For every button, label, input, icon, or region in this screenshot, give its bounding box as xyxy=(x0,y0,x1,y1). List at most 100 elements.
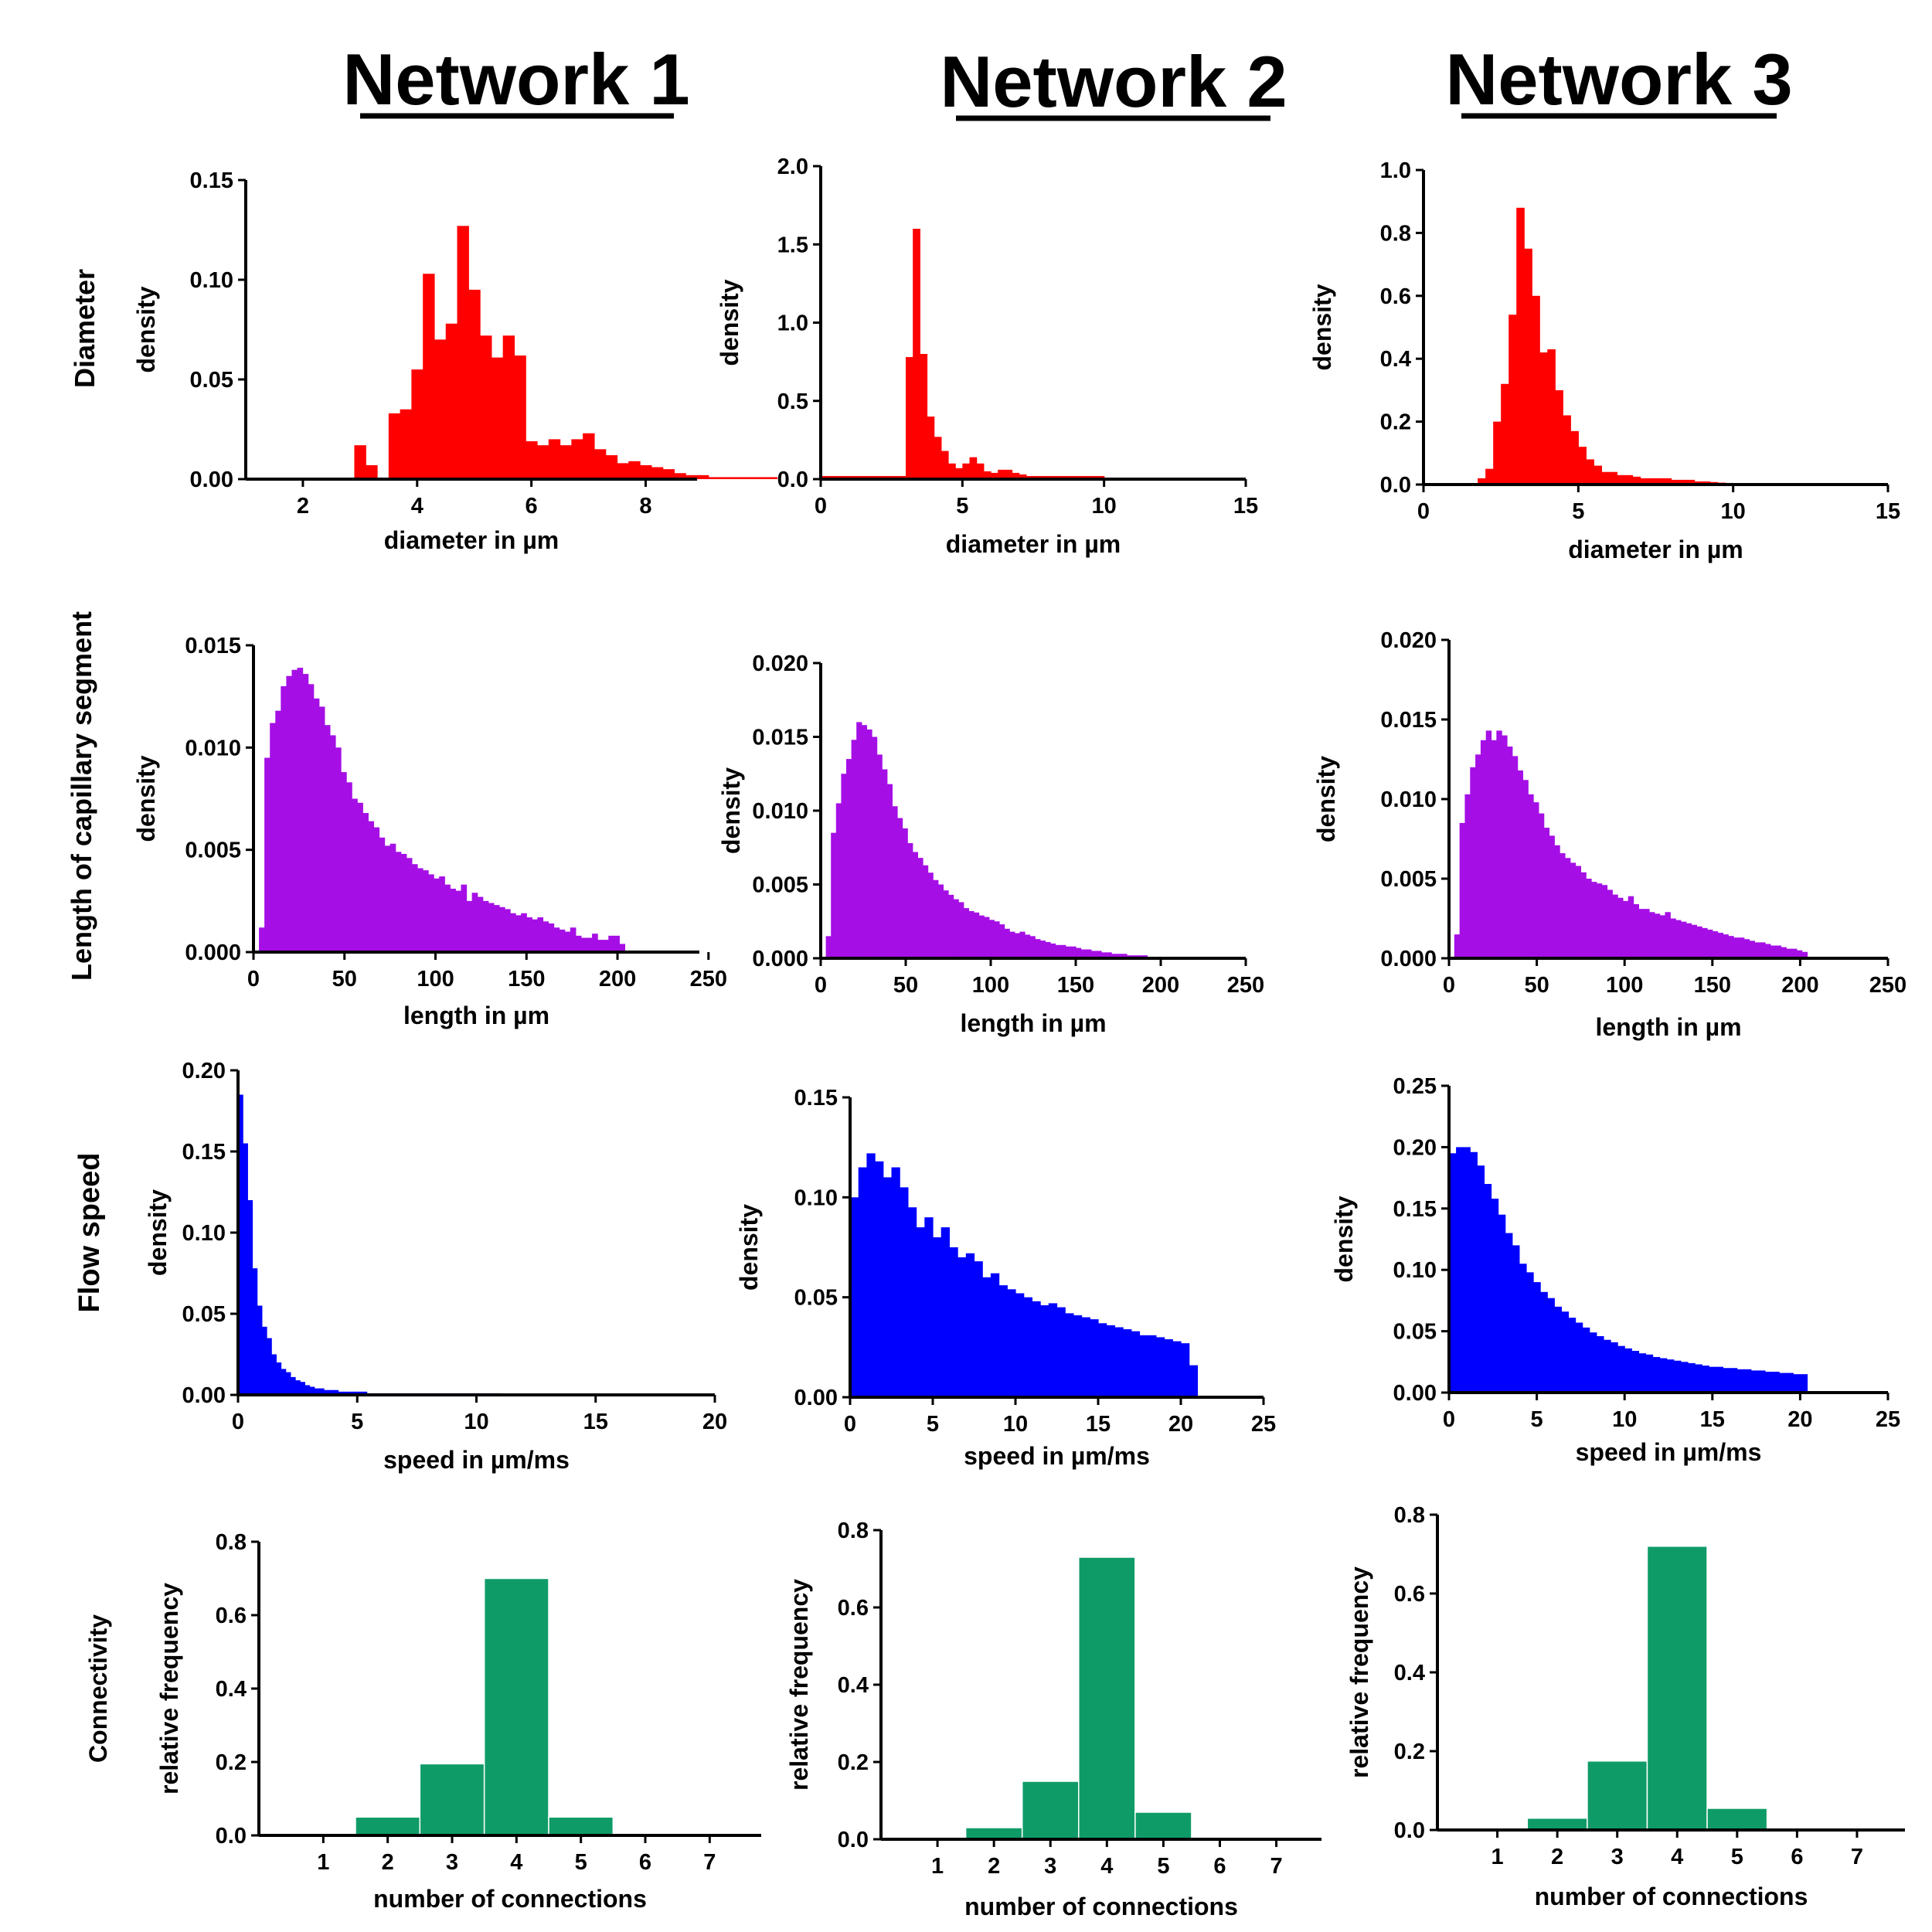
bar xyxy=(1485,730,1492,958)
bar xyxy=(940,451,949,479)
bar xyxy=(628,461,641,479)
bar xyxy=(856,722,862,958)
bar xyxy=(560,445,572,479)
bar xyxy=(1591,882,1597,958)
bar xyxy=(1645,1354,1654,1393)
bar xyxy=(580,937,587,952)
bar xyxy=(1632,476,1641,485)
bar xyxy=(994,921,1000,958)
bar xyxy=(1772,1372,1780,1393)
y-axis-label: density xyxy=(132,286,160,372)
bar xyxy=(1023,1297,1032,1397)
bar xyxy=(1061,475,1070,479)
x-tick-label: 20 xyxy=(1787,1407,1812,1432)
bar xyxy=(335,747,342,952)
y-tick-label: 0.8 xyxy=(838,1519,869,1543)
bar xyxy=(1580,872,1587,958)
bar xyxy=(1709,1366,1716,1393)
bar xyxy=(304,1385,311,1395)
y-axis-label: density xyxy=(1330,1196,1358,1282)
bar xyxy=(1081,1317,1090,1397)
bar xyxy=(267,1338,272,1395)
x-axis-label: diameter in µm xyxy=(946,530,1121,558)
bar xyxy=(1029,936,1036,958)
x-tick-label: 0 xyxy=(1417,499,1430,524)
y-tick-label: 0.4 xyxy=(1380,347,1411,372)
bar xyxy=(1743,939,1750,958)
bar xyxy=(1561,1311,1570,1393)
bar xyxy=(900,1187,909,1397)
bar xyxy=(892,806,898,958)
bar xyxy=(1090,1319,1099,1397)
bar xyxy=(866,1153,876,1397)
bar xyxy=(875,1161,884,1397)
bar xyxy=(1617,897,1624,958)
bar xyxy=(1555,389,1563,485)
bar xyxy=(594,449,607,479)
bar xyxy=(1098,1323,1107,1397)
bar xyxy=(884,475,893,479)
bar xyxy=(1522,780,1529,958)
bar xyxy=(434,339,447,479)
bar xyxy=(1484,1184,1492,1393)
bar xyxy=(1578,447,1587,485)
bar xyxy=(1047,475,1056,479)
y-tick-label: 0.20 xyxy=(182,1059,226,1083)
bar xyxy=(324,725,331,952)
bar xyxy=(329,735,336,952)
y-tick-label: 0.0 xyxy=(838,1828,869,1852)
x-tick-label: 7 xyxy=(1270,1854,1282,1879)
x-tick-label: 100 xyxy=(1606,973,1643,998)
x-tick-label: 25 xyxy=(1876,1407,1900,1432)
bar xyxy=(1730,1368,1738,1393)
y-tick-label: 0.005 xyxy=(752,873,808,898)
bar xyxy=(988,920,995,958)
bar xyxy=(976,463,985,479)
row-label-connectivity: Connectivity xyxy=(84,1614,112,1763)
bar xyxy=(821,475,828,479)
bar xyxy=(1501,383,1509,485)
bar xyxy=(1691,924,1697,958)
bar xyxy=(603,940,609,952)
y-tick-label: 0.00 xyxy=(190,468,233,492)
x-tick-label: 15 xyxy=(583,1410,608,1434)
bar xyxy=(1055,944,1061,958)
bar xyxy=(886,784,893,958)
bar xyxy=(291,669,298,952)
bar xyxy=(924,1217,934,1397)
x-axis-label: number of connections xyxy=(373,1885,647,1913)
bar xyxy=(1533,1282,1541,1393)
bar xyxy=(927,417,935,479)
bar xyxy=(285,1372,291,1395)
row-label-diameter: Diameter xyxy=(69,269,100,388)
x-tick-label: 250 xyxy=(1869,973,1906,998)
bar xyxy=(1754,942,1760,958)
bar xyxy=(964,1827,1023,1840)
y-tick-label: 0.0 xyxy=(1380,473,1411,498)
bar xyxy=(902,828,908,958)
x-tick-label: 10 xyxy=(1003,1412,1028,1437)
bar xyxy=(1549,835,1555,958)
bar xyxy=(1040,1305,1049,1397)
y-tick-label: 0.00 xyxy=(1393,1381,1437,1406)
bar xyxy=(400,853,407,952)
x-axis-label: number of connections xyxy=(1535,1883,1808,1910)
y-axis-label: density xyxy=(735,1204,763,1291)
bar xyxy=(354,445,366,479)
x-tick-label: 2 xyxy=(382,1850,394,1875)
bar xyxy=(897,818,903,958)
bar xyxy=(1575,866,1581,958)
y-tick-label: 0.4 xyxy=(216,1677,247,1702)
bar xyxy=(1533,802,1539,958)
bar xyxy=(1564,858,1571,958)
x-axis-label: length in µm xyxy=(960,1009,1106,1037)
bar xyxy=(1775,945,1782,958)
y-axis-label: density xyxy=(717,767,745,854)
bar xyxy=(825,936,832,958)
bar xyxy=(1172,1341,1182,1397)
bar xyxy=(1601,471,1610,485)
bar xyxy=(342,1391,349,1395)
bar xyxy=(1554,845,1560,958)
bar xyxy=(1009,931,1015,958)
bar xyxy=(1050,943,1056,958)
